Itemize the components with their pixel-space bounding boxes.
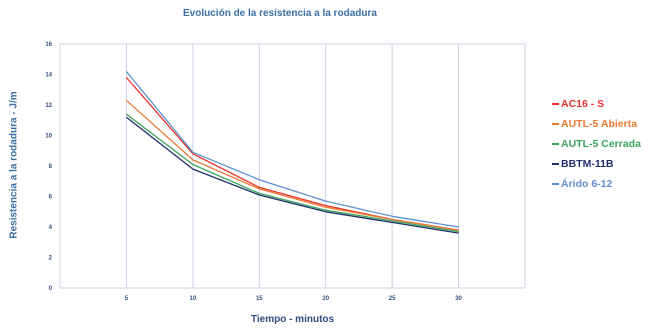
y-tick-label: 2 (49, 256, 53, 262)
series-line-0 (125, 77, 459, 231)
x-tick-label: 25 (389, 296, 396, 302)
series-line-1 (125, 99, 459, 231)
legend-swatch (552, 183, 559, 185)
legend-label: AUTL-5 Cerrada (561, 138, 641, 150)
x-tick-label: 20 (322, 296, 329, 302)
x-tick-label: 30 (455, 296, 462, 302)
legend-label: Árido 6-12 (561, 178, 613, 190)
legend-item: AUTL-5 Cerrada (552, 134, 641, 154)
y-tick-label: 6 (49, 195, 53, 201)
plot-area (59, 43, 526, 289)
legend-item: BBTM-11B (552, 154, 641, 174)
series-line-3 (126, 116, 459, 234)
legend-label: AUTL-5 Abierta (561, 118, 638, 130)
legend: AC16 - S AUTL-5 Abierta AUTL-5 Cerrada BBTM… (552, 94, 641, 194)
chart-title: Evolución de la resistencia a la rodadur… (183, 8, 377, 19)
x-tick-label: 5 (125, 296, 129, 302)
series-line-4 (125, 71, 459, 228)
y-tick-label: 8 (49, 164, 53, 170)
y-tick-label: 0 (49, 286, 53, 292)
legend-swatch (552, 163, 559, 165)
y-tick-label: 14 (45, 73, 52, 79)
legend-item: AUTL-5 Abierta (552, 114, 641, 134)
series-line-2 (126, 113, 459, 233)
legend-swatch (552, 143, 559, 145)
legend-item: AC16 - S (552, 94, 641, 114)
x-axis-title: Tiempo - minutos (250, 314, 335, 325)
legend-label: BBTM-11B (561, 158, 614, 170)
y-tick-label: 16 (45, 42, 52, 48)
x-tick-label: 10 (190, 296, 197, 302)
legend-item: Árido 6-12 (552, 174, 641, 194)
y-tick-label: 12 (45, 103, 52, 109)
y-tick-label: 4 (49, 225, 53, 231)
y-tick-label: 10 (45, 134, 52, 140)
legend-swatch (552, 103, 559, 105)
legend-label: AC16 - S (561, 98, 605, 110)
legend-swatch (552, 123, 559, 125)
x-tick-label: 15 (256, 296, 263, 302)
